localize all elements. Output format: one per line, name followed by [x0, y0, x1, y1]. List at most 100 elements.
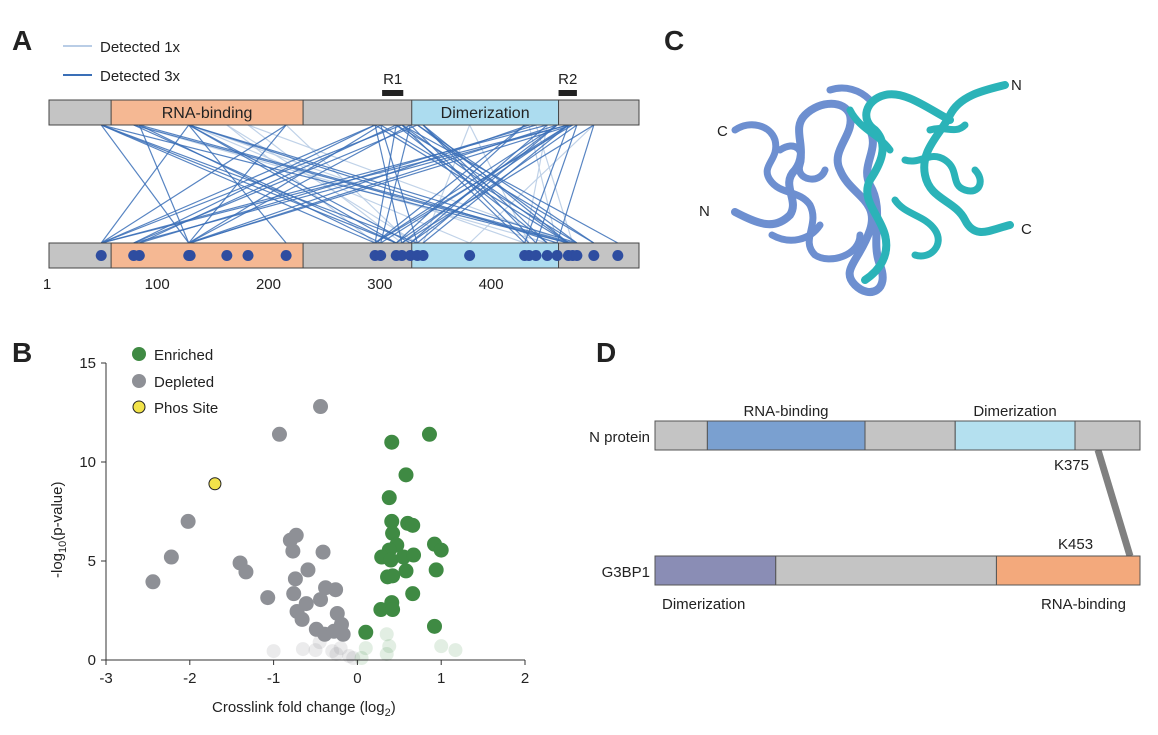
panel-b-volcano-plot: -3 -2 -1 0 1 2 0 5 10 15 Enriched Depleted Phos S…: [49, 347, 529, 719]
point-depleted: [286, 586, 302, 602]
g3bp1-domain-label-dimerization: Dimerization: [662, 596, 745, 613]
panel-letter-d: D: [596, 337, 616, 368]
y-axis-label: -log10(p-value): [49, 482, 69, 578]
crosslink-line: [409, 124, 578, 244]
point-depleted: [285, 543, 301, 559]
point-nonsignificant: [358, 641, 373, 656]
crosslink-site: [280, 250, 292, 261]
axis-tick-label: 100: [145, 276, 170, 293]
legend-label-depleted: Depleted: [154, 374, 214, 391]
point-enriched: [383, 552, 399, 568]
legend-label-1x: Detected 1x: [100, 39, 181, 56]
domain-segment: [1074, 420, 1141, 451]
point-nonsignificant: [354, 651, 369, 666]
point-enriched: [381, 490, 397, 506]
crosslink-line: [133, 124, 397, 244]
axis-tick-label: 400: [479, 276, 504, 293]
crosslink-line: [100, 124, 376, 244]
crosslink-line: [133, 124, 569, 244]
point-enriched: [385, 525, 401, 541]
point-enriched: [358, 624, 374, 640]
panel-letter-a: A: [12, 25, 32, 56]
crosslink-line: [100, 124, 287, 244]
axis-tick-label: 1: [43, 276, 51, 293]
point-nonsignificant: [379, 627, 394, 642]
crosslink-site: [242, 250, 254, 261]
crosslink-line: [100, 124, 190, 244]
x-axis-label: Crosslink fold change (log2): [212, 699, 396, 719]
crosslink-line: [395, 124, 526, 244]
crosslink-line: [101, 124, 569, 244]
point-nonsignificant: [325, 644, 340, 659]
x-tick-label: -3: [99, 670, 112, 687]
axes: -3 -2 -1 0 1 2 0 5 10 15: [79, 355, 529, 687]
crosslink-line: [401, 124, 595, 244]
x-tick-label: 1: [437, 670, 445, 687]
chain-a-ribbon: [731, 84, 887, 297]
point-depleted: [313, 592, 329, 608]
point-depleted: [288, 527, 304, 543]
crosslink-line: [422, 124, 569, 244]
x-tick-label: 2: [521, 670, 529, 687]
panel-c-protein-structure: C N N C: [699, 77, 1032, 297]
point-phos-site: [208, 477, 222, 491]
x-tick-label: -1: [267, 670, 280, 687]
crosslink-line: [535, 124, 578, 244]
crosslink-line: [401, 124, 619, 244]
x-axis-label-subscript: 2: [385, 707, 391, 719]
point-depleted: [287, 571, 303, 587]
crosslink-site: [133, 250, 145, 261]
crosslink-site: [375, 250, 387, 261]
x-tick-label: -2: [183, 670, 196, 687]
panel-letter-c: C: [664, 25, 684, 56]
region-label: R1: [383, 71, 402, 88]
crosslink-line: [374, 124, 558, 244]
y-tick-label: 5: [88, 553, 96, 570]
domain-segment: [706, 420, 866, 451]
point-depleted: [145, 574, 161, 590]
crosslink-site: [221, 250, 233, 261]
crosslink-line: [133, 124, 548, 244]
point-enriched: [385, 568, 401, 584]
crosslink-site: [396, 250, 408, 261]
point-nonsignificant: [382, 639, 397, 654]
y-axis-label-end: (p-value): [49, 482, 66, 541]
point-nonsignificant: [308, 643, 323, 658]
legend-marker-phos-site: [132, 400, 146, 414]
x-axis-label-end: ): [391, 699, 396, 716]
crosslink-line: [374, 124, 573, 244]
crosslink-site: [612, 250, 624, 261]
y-axis-label-text: -log: [49, 553, 66, 578]
crosslink-line: [556, 124, 595, 244]
domain-segment: [864, 420, 956, 451]
crosslink-line: [374, 124, 397, 244]
region-bar-r1: [382, 90, 404, 96]
domain-segment: [775, 555, 997, 586]
crosslink-line: [401, 124, 558, 244]
crosslink-line: [188, 124, 411, 244]
crosslink-line: [285, 124, 411, 244]
crosslink-line: [188, 124, 397, 244]
scatter-points: [145, 399, 463, 666]
point-nonsignificant: [379, 647, 394, 662]
crosslink-line: [188, 124, 573, 244]
panel-d-domain-diagram: N protein RNA-binding Dimerization K375 …: [589, 403, 1141, 613]
crosslink-line: [139, 124, 381, 244]
point-enriched: [373, 602, 389, 618]
legend-marker-enriched: [132, 347, 146, 361]
point-depleted: [163, 549, 179, 565]
top-domain-dimerization: [411, 99, 560, 126]
point-nonsignificant: [333, 641, 348, 656]
point-enriched: [398, 563, 414, 579]
crosslink-k375-k453: [1094, 448, 1134, 558]
domain-label: RNA-binding: [162, 105, 253, 122]
g3bp1-domain-label-rna-binding: RNA-binding: [1041, 596, 1126, 613]
structure-label-c-right: C: [1021, 221, 1032, 238]
region-label: R2: [558, 71, 577, 88]
point-enriched: [421, 426, 437, 442]
x-axis-label-text: Crosslink fold change (log: [212, 699, 385, 716]
point-enriched: [385, 602, 401, 618]
axis-tick-label: 300: [367, 276, 392, 293]
crosslink-line: [247, 124, 569, 244]
domain-segment: [954, 420, 1076, 451]
